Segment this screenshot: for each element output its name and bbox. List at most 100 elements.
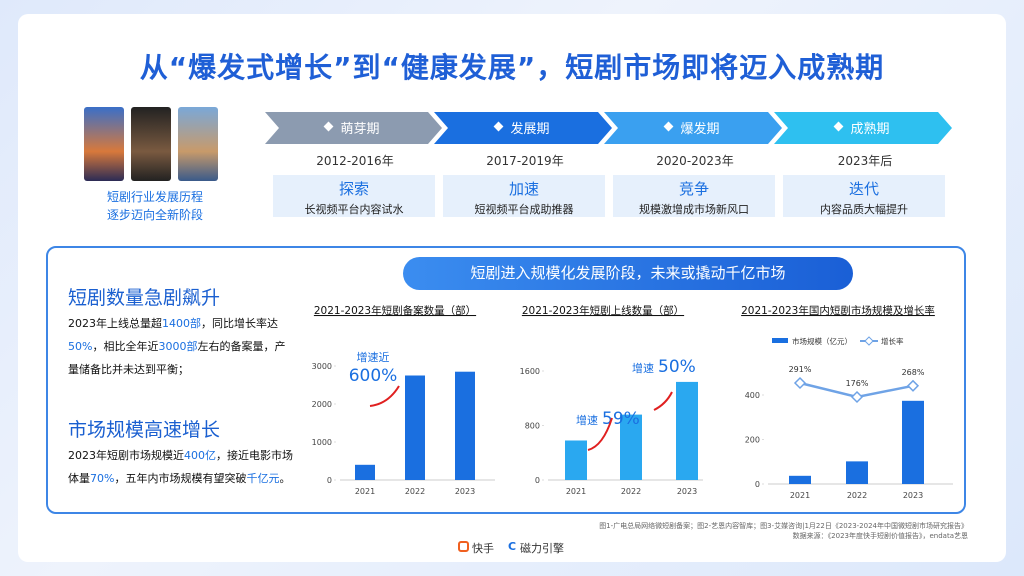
text: 。 bbox=[279, 472, 291, 485]
x-tick-label: 2023 bbox=[677, 487, 697, 496]
brand: 磁力引擎 bbox=[520, 542, 564, 555]
annotation: 增速近 bbox=[357, 350, 390, 364]
x-tick-label: 2022 bbox=[847, 491, 867, 500]
chart-title: 2021-2023年短剧备案数量（部） bbox=[314, 304, 476, 317]
years: 2023年后 bbox=[837, 154, 893, 168]
text: ，同比增长率达 bbox=[201, 317, 278, 330]
stage-title: 加速 bbox=[508, 180, 539, 198]
bar bbox=[455, 371, 475, 480]
chart: 2021-2023年短剧备案数量（部） 0 1000 2000 3000 2021 2022… bbox=[312, 304, 495, 496]
y-tick-label: 0 bbox=[535, 476, 540, 485]
chart: 2021-2023年短剧上线数量（部） 0 800 1600 2021 2022 2023 增… bbox=[520, 304, 703, 496]
y-tick-label: 1000 bbox=[312, 438, 332, 447]
legend-swatch bbox=[772, 338, 788, 343]
x-tick-label: 2023 bbox=[455, 487, 475, 496]
annotation: 50% bbox=[658, 357, 696, 377]
years: 2020-2023年 bbox=[656, 154, 734, 168]
arrow bbox=[587, 417, 613, 451]
x-tick-label: 2021 bbox=[790, 491, 810, 500]
caption: 短剧行业发展历程 bbox=[106, 190, 203, 204]
highlight: 3000部 bbox=[158, 340, 198, 353]
highlight: 千亿元 bbox=[246, 472, 280, 485]
highlight: 70% bbox=[90, 472, 115, 485]
chart-title: 2021-2023年国内短剧市场规模及增长率 bbox=[741, 304, 935, 317]
bar bbox=[846, 461, 868, 484]
y-tick-label: 200 bbox=[745, 436, 760, 445]
stage-label: 萌芽期 bbox=[340, 122, 380, 137]
banner: 短剧进入规模化发展阶段，未来或撬动千亿市场 bbox=[403, 257, 853, 290]
arrow bbox=[604, 112, 782, 144]
paragraph: 2023年上线总量超1400部，同比增长率达 50%，相比全年近3000部左右的备… bbox=[68, 312, 294, 381]
stage-title: 迭代 bbox=[848, 180, 879, 198]
source: 图1-广电总局网络微短剧备案；图2-艺恩内容智库；图3-艾媒咨询|1月22日《2… bbox=[599, 522, 968, 530]
annotation: 增速 bbox=[576, 413, 598, 427]
legend-marker bbox=[864, 336, 874, 346]
stage-box: 竞争 规模激增成市场新风口 bbox=[613, 175, 775, 217]
title: 从“爆发式增长”到“健康发展”，短剧市场即将迈入成熟期 bbox=[139, 51, 885, 84]
highlight: 50% bbox=[68, 340, 93, 353]
legend-label: 市场规模（亿元） bbox=[792, 336, 852, 346]
bar bbox=[405, 375, 425, 480]
stage-desc: 长视频平台内容试水 bbox=[304, 203, 404, 216]
poster bbox=[84, 107, 124, 181]
stage-desc: 短视频平台成助推器 bbox=[474, 203, 574, 216]
caption: 逐步迈向全新阶段 bbox=[106, 208, 203, 222]
heading: 市场规模高速增长 bbox=[68, 419, 221, 441]
poster bbox=[131, 107, 171, 181]
x-tick-label: 2022 bbox=[621, 487, 641, 496]
years: 2012-2016年 bbox=[316, 154, 394, 168]
stage-desc: 内容品质大幅提升 bbox=[820, 203, 908, 216]
line-marker bbox=[906, 379, 920, 392]
paragraph: 2023年短剧市场规模近400亿，接近电影市场体量70%，五年内市场规模有望突破… bbox=[68, 444, 294, 490]
text: ，五年内市场规模有望突破 bbox=[114, 472, 247, 485]
value-label: 291% bbox=[789, 365, 812, 374]
y-tick-label: 3000 bbox=[312, 362, 332, 371]
annotation: 600% bbox=[349, 366, 398, 386]
bar bbox=[355, 464, 375, 480]
y-tick-label: 800 bbox=[525, 422, 540, 431]
stage-title: 竞争 bbox=[678, 180, 709, 198]
text: 左右的备案量，产量储备比并未达到平衡； bbox=[68, 340, 286, 376]
stage-label: 发展期 bbox=[510, 122, 550, 137]
value-label: 176% bbox=[846, 379, 869, 388]
arrow bbox=[774, 112, 952, 144]
timeline-arrows bbox=[265, 112, 952, 144]
stage-box: 迭代内容品质大幅提升 bbox=[783, 175, 945, 217]
legend-label: 增长率 bbox=[881, 336, 904, 346]
chart-title: 2021-2023年短剧上线数量（部） bbox=[522, 304, 684, 317]
brand-icon: C bbox=[508, 540, 517, 553]
value-label: 268% bbox=[902, 368, 925, 377]
bar bbox=[789, 475, 811, 484]
heading: 短剧数量急剧飙升 bbox=[68, 287, 221, 309]
arrow bbox=[434, 112, 612, 144]
bar bbox=[565, 440, 587, 480]
bar bbox=[902, 400, 924, 484]
brand: 快手 bbox=[472, 542, 494, 555]
text: 2023年上线总量超 bbox=[68, 317, 162, 330]
arrow bbox=[265, 112, 442, 144]
poster bbox=[178, 107, 218, 181]
bar bbox=[620, 414, 642, 480]
annotation: 增速 bbox=[632, 361, 654, 375]
stage-title: 探索 bbox=[338, 180, 369, 198]
text: 2023年短剧市场规模近 bbox=[68, 449, 184, 462]
x-tick-label: 2021 bbox=[566, 487, 586, 496]
stage-label: 成熟期 bbox=[850, 122, 890, 137]
x-tick-label: 2021 bbox=[355, 487, 375, 496]
bar bbox=[676, 381, 698, 480]
x-tick-label: 2022 bbox=[405, 487, 425, 496]
stage-box: 探索长视频平台内容试水 bbox=[273, 175, 435, 217]
chart: 2021-2023年国内短剧市场规模及增长率 0 200 400 2021 2022 202… bbox=[741, 304, 953, 500]
panel bbox=[46, 246, 966, 514]
arrow bbox=[653, 391, 673, 411]
arrow bbox=[369, 385, 400, 407]
highlight: 400亿 bbox=[184, 449, 216, 462]
brand-icon bbox=[458, 541, 469, 552]
years: 2017-2019年 bbox=[486, 154, 564, 168]
stage-label: 爆发期 bbox=[680, 122, 720, 137]
y-tick-label: 1600 bbox=[520, 367, 540, 376]
y-tick-label: 400 bbox=[745, 391, 760, 400]
y-tick-label: 0 bbox=[755, 480, 760, 489]
text: ，相比全年近 bbox=[92, 340, 159, 353]
